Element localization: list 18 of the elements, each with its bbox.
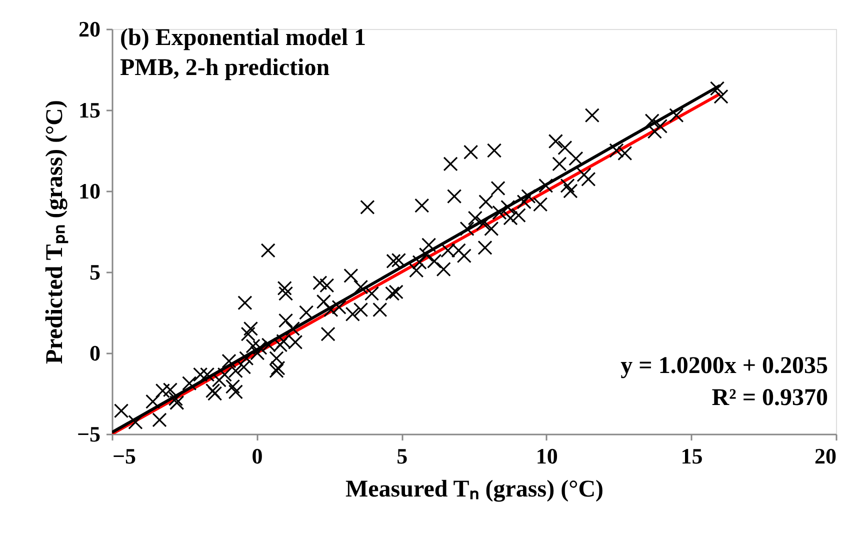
- annotation: R² = 0.9370: [712, 385, 828, 411]
- x-tick-label: −5: [112, 444, 136, 468]
- y-tick-label: −5: [76, 422, 100, 446]
- text: PMB, 2-h prediction: [120, 55, 330, 81]
- x-axis-title: Measured Tₙ (grass) (°C): [345, 476, 604, 502]
- y-tick-label: 5: [90, 260, 100, 284]
- annotation: y = 1.0200x + 0.2035: [620, 353, 828, 379]
- chart-title: (b) Exponential model 1: [120, 25, 366, 51]
- y-tick-label: 20: [78, 16, 100, 42]
- x-tick-label: 5: [396, 444, 408, 468]
- x-tick-label: 10: [536, 444, 558, 468]
- x-tick-label: 15: [680, 444, 703, 468]
- y-tick-label: 10: [78, 178, 100, 204]
- y-tick-label: 0: [90, 340, 100, 366]
- x-tick-label: 0: [252, 444, 263, 468]
- x-tick-label: 20: [814, 444, 836, 468]
- y-tick-label: 15: [78, 98, 100, 122]
- y-axis-title: Predicted Tₚₙ (grass) (°C): [42, 100, 69, 364]
